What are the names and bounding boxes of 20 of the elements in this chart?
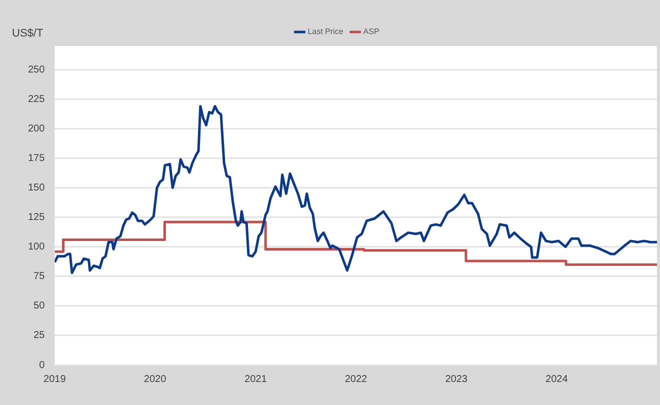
y-tick-label: 125 (28, 212, 46, 224)
x-tick-label: 2021 (244, 374, 268, 385)
x-tick-label: 2020 (144, 374, 167, 385)
x-tick-label: 2019 (44, 374, 66, 385)
x-tick-label: 2022 (344, 374, 368, 385)
legend-label: Last Price (308, 27, 344, 36)
x-tick-label: 2023 (445, 374, 468, 385)
y-tick-label: 0 (39, 360, 46, 371)
y-tick-label: 200 (28, 123, 46, 134)
x-tick-label: 2024 (546, 374, 568, 385)
y-axis-title: US$/T (12, 28, 44, 40)
legend-label: ASP (363, 27, 380, 36)
y-tick-label: 150 (28, 182, 46, 194)
y-tick-label: 250 (28, 64, 46, 76)
y-tick-label: 25 (34, 330, 46, 342)
y-tick-label: 175 (28, 152, 46, 164)
y-tick-label: 100 (28, 242, 46, 253)
y-tick-label: 75 (34, 271, 46, 282)
y-tick-label: 225 (28, 94, 46, 105)
y-tick-label: 50 (34, 300, 46, 312)
